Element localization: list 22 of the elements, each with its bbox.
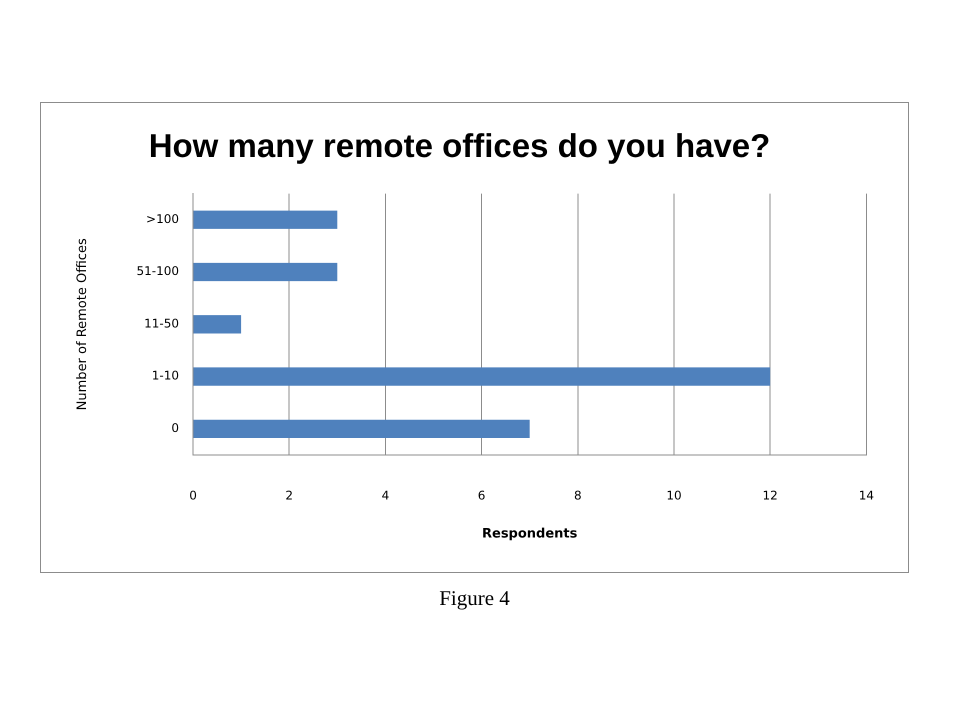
bar (194, 210, 338, 229)
x-axis-title: Respondents (482, 526, 578, 542)
bar (194, 262, 338, 282)
bar (194, 367, 770, 386)
y-tick-label: 11-50 (144, 316, 179, 330)
y-tick-label: 1-10 (152, 368, 179, 383)
x-tick-label: 6 (478, 488, 486, 502)
y-axis-title: Number of Remote Offices (75, 238, 90, 410)
x-tick-label: 14 (858, 488, 874, 502)
x-tick-label: 2 (285, 488, 294, 502)
x-tick-label: 8 (574, 488, 582, 502)
bar (194, 420, 530, 438)
chart-title: How many remote offices do you have? (148, 126, 770, 164)
x-tick-label: 10 (666, 488, 682, 502)
y-tick-label: 0 (171, 420, 179, 435)
caption: Figure 4 (438, 586, 511, 611)
y-tick-label: 51-100 (136, 264, 179, 278)
bar (194, 315, 242, 334)
x-tick-label: 4 (382, 488, 390, 502)
x-tick-label: 12 (762, 488, 778, 502)
x-tick-label: 0 (189, 488, 197, 502)
y-tick-label: >100 (146, 212, 179, 226)
